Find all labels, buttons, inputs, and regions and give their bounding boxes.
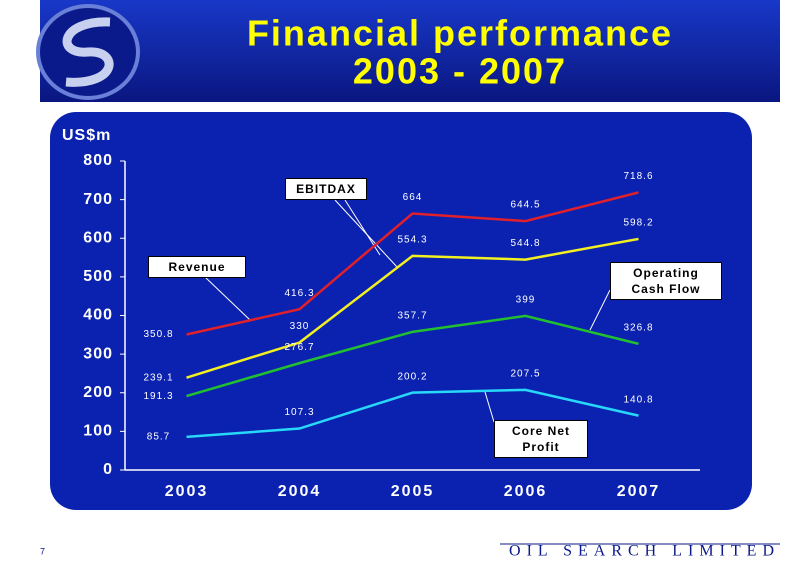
value-label: 718.6 [623, 171, 653, 182]
value-label: 544.8 [510, 238, 540, 249]
value-label: 276.7 [284, 342, 314, 353]
series-line [186, 191, 639, 336]
y-tick-label: 300 [83, 345, 113, 362]
value-label: 644.5 [510, 200, 540, 211]
series-line [186, 388, 639, 439]
page-number: 7 [40, 546, 45, 556]
y-tick-label: 800 [83, 152, 113, 169]
value-label: 239.1 [143, 372, 173, 383]
value-label: 598.2 [623, 218, 653, 229]
y-tick-label: 0 [103, 461, 113, 478]
company-name: OIL SEARCH LIMITED [509, 543, 780, 560]
value-label: 191.3 [143, 391, 173, 402]
callout-net-profit: Core Net Profit [494, 420, 588, 458]
callout-ebitdax: EBITDAX [285, 178, 367, 200]
value-label: 330 [290, 321, 310, 332]
logo-mark [62, 17, 114, 87]
callout-cash-flow: Operating Cash Flow [610, 262, 722, 300]
x-tick-label: 2006 [504, 483, 548, 500]
x-tick-label: 2004 [278, 483, 322, 500]
y-axis-label: US$m [62, 127, 111, 144]
title: Financial performance [247, 13, 673, 54]
value-label: 399 [516, 295, 536, 306]
value-label: 140.8 [623, 394, 653, 405]
x-tick-label: 2003 [165, 483, 209, 500]
x-tick-label: 2005 [391, 483, 435, 500]
y-tick-label: 700 [83, 191, 113, 208]
callout-pointer [589, 289, 611, 331]
series-line [186, 314, 639, 398]
x-tick-label: 2007 [617, 483, 661, 500]
value-label: 107.3 [284, 407, 314, 418]
value-label: 200.2 [397, 371, 427, 382]
value-label: 357.7 [397, 310, 427, 321]
value-label: 326.8 [623, 322, 653, 333]
y-tick-label: 500 [83, 268, 113, 285]
callout-revenue: Revenue [148, 256, 246, 278]
y-tick-label: 400 [83, 307, 113, 324]
subtitle: 2003 - 2007 [353, 51, 567, 92]
series-line [186, 237, 639, 379]
value-label: 350.8 [143, 329, 173, 340]
value-label: 416.3 [284, 288, 314, 299]
callout-pointer [484, 391, 495, 423]
plot-panel [50, 112, 752, 510]
banner [40, 0, 780, 102]
value-label: 664 [403, 192, 423, 203]
value-label: 85.7 [147, 432, 170, 443]
y-tick-label: 200 [83, 384, 113, 401]
value-label: 554.3 [397, 235, 427, 246]
y-tick-label: 100 [83, 423, 113, 440]
value-label: 207.5 [510, 368, 540, 379]
y-tick-label: 600 [83, 229, 113, 246]
callout-pointer [204, 276, 251, 321]
